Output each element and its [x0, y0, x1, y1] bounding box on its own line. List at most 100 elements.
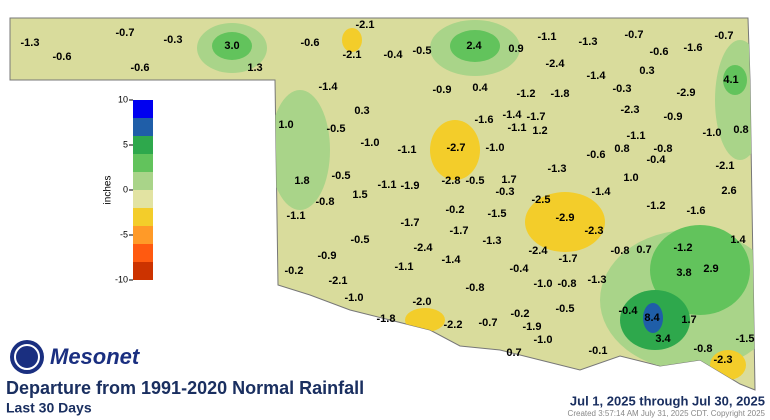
- station-value: -0.9: [318, 250, 337, 262]
- station-value: -2.0: [413, 296, 432, 308]
- colorbar: 10 5 0 -5 -10: [115, 94, 153, 284]
- station-value: -0.7: [715, 30, 734, 42]
- station-value: -0.2: [446, 204, 465, 216]
- station-value: 1.3: [247, 62, 262, 74]
- station-value: 2.4: [466, 40, 482, 52]
- station-value: -2.3: [621, 104, 640, 116]
- station-value: -0.1: [589, 345, 608, 357]
- station-value: -1.7: [559, 253, 578, 265]
- station-value: -0.5: [466, 175, 485, 187]
- station-value: -0.6: [131, 62, 150, 74]
- station-value: -2.2: [444, 319, 463, 331]
- station-value: -1.9: [401, 180, 420, 192]
- station-value: -0.7: [479, 317, 498, 329]
- state-outline: [9, 17, 756, 391]
- colorbar-segment: [133, 136, 153, 154]
- station-value: -0.5: [351, 234, 370, 246]
- station-value: -1.4: [587, 70, 607, 82]
- station-value: 8.4: [644, 312, 660, 324]
- station-value: -1.1: [538, 31, 557, 43]
- station-value: -0.5: [556, 303, 575, 315]
- colorbar-segment: [133, 244, 153, 262]
- station-value: -2.8: [442, 175, 461, 187]
- station-value: -1.6: [687, 205, 706, 217]
- colorbar-segment: [133, 100, 153, 118]
- station-value: -1.8: [551, 88, 570, 100]
- station-value: -1.7: [527, 111, 546, 123]
- station-value: 1.4: [730, 234, 746, 246]
- station-value: -0.8: [611, 245, 630, 257]
- station-value: -0.8: [558, 278, 577, 290]
- station-value: -0.8: [654, 143, 673, 155]
- station-value: -1.5: [736, 333, 755, 345]
- station-value: -1.1: [508, 122, 527, 134]
- station-value: -1.1: [627, 130, 646, 142]
- station-value: -2.9: [556, 212, 575, 224]
- station-value: -2.3: [714, 354, 733, 366]
- station-value: -1.0: [345, 292, 364, 304]
- station-value: 2.9: [703, 263, 718, 275]
- station-value: 1.7: [681, 314, 696, 326]
- colorbar-segment: [133, 172, 153, 190]
- station-value: -2.4: [546, 58, 566, 70]
- station-value: 0.3: [639, 65, 654, 77]
- station-value: -1.1: [378, 179, 397, 191]
- station-value: -0.2: [285, 265, 304, 277]
- station-value: 0.7: [636, 244, 651, 256]
- station-value: -1.3: [588, 274, 607, 286]
- station-value: -0.6: [53, 51, 72, 63]
- station-value: -1.1: [395, 261, 414, 273]
- station-value: 1.5: [352, 189, 367, 201]
- station-value: -0.7: [116, 27, 135, 39]
- station-value: -2.4: [529, 245, 549, 257]
- station-value: -0.8: [466, 282, 485, 294]
- station-value: -0.4: [510, 263, 530, 275]
- station-value: -1.2: [674, 242, 693, 254]
- station-value: -1.3: [21, 37, 40, 49]
- station-value: -2.1: [356, 19, 375, 31]
- station-value: 1.0: [278, 119, 293, 131]
- station-value: -0.3: [164, 34, 183, 46]
- station-value: -1.7: [450, 225, 469, 237]
- station-value: -0.2: [511, 308, 530, 320]
- date-range: Jul 1, 2025 through Jul 30, 2025: [570, 393, 765, 408]
- station-value: 3.8: [676, 267, 691, 279]
- colorbar-segment: [133, 208, 153, 226]
- station-value: -0.8: [316, 196, 335, 208]
- station-value: -1.4: [592, 186, 612, 198]
- station-value: -0.6: [301, 37, 320, 49]
- station-value: 1.8: [294, 175, 309, 187]
- colorbar-segment: [133, 226, 153, 244]
- station-value: 1.2: [532, 125, 547, 137]
- station-value: -2.7: [447, 142, 466, 154]
- station-value: -2.1: [343, 49, 362, 61]
- station-value: -2.5: [532, 194, 551, 206]
- station-value: -1.9: [523, 321, 542, 333]
- station-value: -0.5: [413, 45, 432, 57]
- station-value: -2.4: [414, 242, 434, 254]
- station-value: 0.7: [506, 347, 521, 359]
- station-value: 4.1: [723, 74, 738, 86]
- station-value: -1.2: [647, 200, 666, 212]
- station-value: -1.3: [483, 235, 502, 247]
- subtitle: Last 30 Days: [6, 400, 92, 416]
- colorbar-tick-label: -10: [115, 274, 128, 284]
- station-value: 0.8: [733, 124, 748, 136]
- colorbar-segment: [133, 154, 153, 172]
- station-value: -1.7: [401, 217, 420, 229]
- station-value: -1.1: [287, 210, 306, 222]
- station-value: -1.3: [579, 36, 598, 48]
- station-value: -1.0: [361, 137, 380, 149]
- station-value: 1.0: [623, 172, 638, 184]
- station-value: -1.0: [703, 127, 722, 139]
- colorbar-label: inches: [103, 176, 114, 205]
- station-value: -0.8: [694, 343, 713, 355]
- stations: -1.3 -0.6 -0.7 -0.3 -0.6 3.0 1.3 -0.6 -2.1 -2.1 -0…: [21, 19, 755, 366]
- station-value: -0.4: [647, 154, 667, 166]
- station-value: -1.8: [377, 313, 396, 325]
- colorbar-segment: [133, 118, 153, 136]
- title: Departure from 1991-2020 Normal Rainfall: [6, 378, 364, 398]
- station-value: -0.7: [625, 29, 644, 41]
